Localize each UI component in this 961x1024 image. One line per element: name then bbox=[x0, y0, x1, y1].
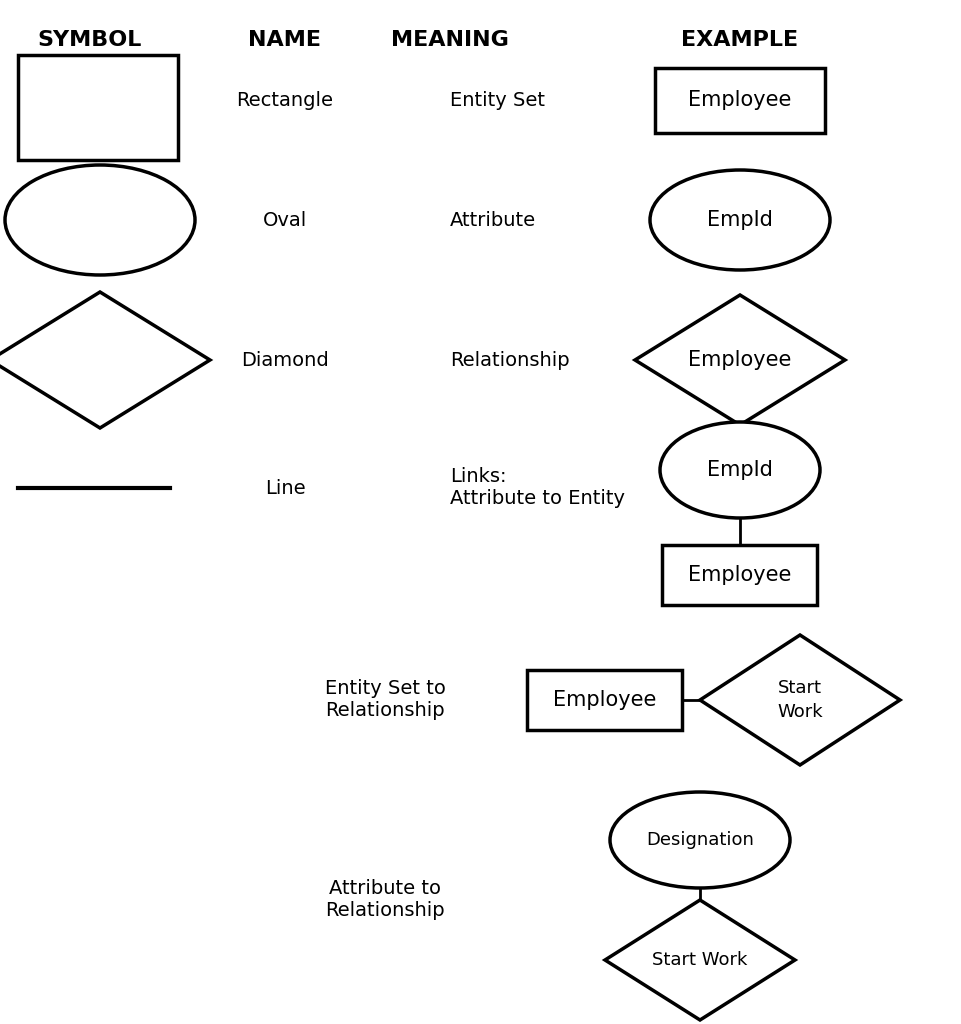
Text: Links:
Attribute to Entity: Links: Attribute to Entity bbox=[450, 468, 625, 509]
Text: EmpId: EmpId bbox=[706, 460, 772, 480]
Polygon shape bbox=[0, 292, 209, 428]
Text: Line: Line bbox=[264, 478, 305, 498]
Text: Designation: Designation bbox=[646, 831, 753, 849]
Text: EmpId: EmpId bbox=[706, 210, 772, 230]
Text: Rectangle: Rectangle bbox=[236, 90, 333, 110]
Text: Start
Work: Start Work bbox=[776, 679, 822, 721]
Polygon shape bbox=[634, 295, 844, 425]
Text: Employee: Employee bbox=[688, 350, 791, 370]
Text: EXAMPLE: EXAMPLE bbox=[680, 30, 798, 50]
Text: Entity Set: Entity Set bbox=[450, 90, 545, 110]
Bar bbox=[527, 670, 681, 730]
Ellipse shape bbox=[5, 165, 195, 275]
Text: Diamond: Diamond bbox=[241, 350, 329, 370]
Bar bbox=[18, 55, 178, 160]
Text: SYMBOL: SYMBOL bbox=[37, 30, 142, 50]
Text: Attribute to
Relationship: Attribute to Relationship bbox=[325, 880, 444, 921]
Bar bbox=[654, 68, 825, 132]
Text: Entity Set to
Relationship: Entity Set to Relationship bbox=[324, 680, 445, 721]
Text: NAME: NAME bbox=[248, 30, 321, 50]
Text: Attribute: Attribute bbox=[450, 211, 535, 229]
Ellipse shape bbox=[659, 422, 819, 518]
Polygon shape bbox=[700, 635, 899, 765]
Text: MEANING: MEANING bbox=[391, 30, 508, 50]
Ellipse shape bbox=[650, 170, 829, 270]
Ellipse shape bbox=[609, 792, 789, 888]
Text: Employee: Employee bbox=[688, 90, 791, 110]
Text: Start Work: Start Work bbox=[652, 951, 747, 969]
Text: Employee: Employee bbox=[688, 565, 791, 585]
Text: Employee: Employee bbox=[553, 690, 656, 710]
Polygon shape bbox=[604, 900, 794, 1020]
Text: Relationship: Relationship bbox=[450, 350, 569, 370]
Bar bbox=[662, 545, 817, 605]
Text: Oval: Oval bbox=[262, 211, 307, 229]
